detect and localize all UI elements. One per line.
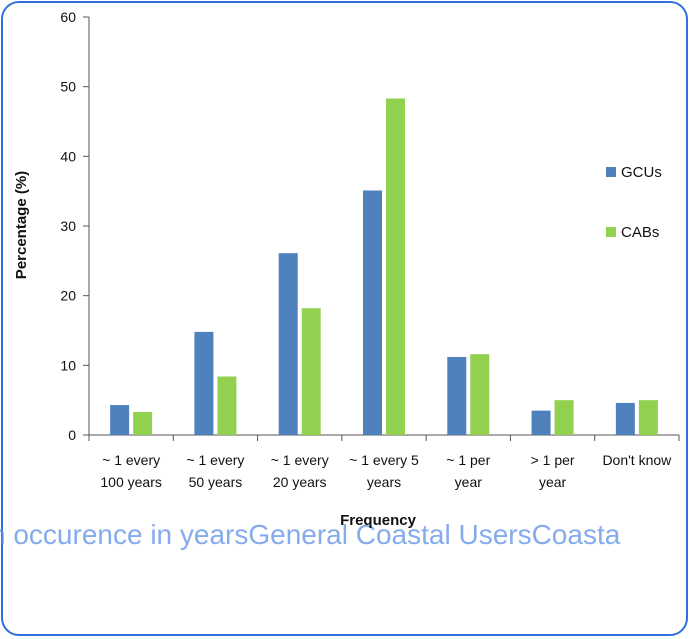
y-axis-title: Percentage (%) <box>13 171 30 279</box>
y-tick-label: 10 <box>60 357 76 373</box>
chart-bars <box>110 98 658 435</box>
x-tick-label: 50 years <box>189 474 243 490</box>
y-tick-label: 30 <box>60 218 76 234</box>
bar-gcus-4 <box>447 356 467 435</box>
bar-gcus-5 <box>531 410 551 435</box>
x-tick-labels: ~ 1 every 100 years ~ 1 every 50 years ~ 1 e… <box>100 452 672 490</box>
x-tick-label: 100 years <box>100 474 161 490</box>
y-tick-label: 0 <box>68 427 76 443</box>
legend-swatch-gcus <box>606 167 616 177</box>
bar-cabs-1 <box>217 376 237 435</box>
y-tick-label: 50 <box>60 79 76 95</box>
legend-label-gcus: GCUs <box>621 164 662 181</box>
overlay-caption-text: n occurence in yearsGeneral Coastal User… <box>0 519 621 550</box>
legend-label-cabs: CABs <box>621 224 659 241</box>
x-tick-label: ~ 1 per <box>446 452 490 468</box>
x-tick-label: > 1 per <box>531 452 575 468</box>
chart-legend: GCUs CABs <box>606 164 662 241</box>
x-axis-title: Frequency <box>340 512 417 529</box>
x-tick-label: ~ 1 every 5 <box>349 452 419 468</box>
bar-cabs-5 <box>554 400 574 435</box>
x-tick-label: 20 years <box>273 474 327 490</box>
x-tick-label: ~ 1 every <box>186 452 244 468</box>
bar-cabs-4 <box>470 354 490 435</box>
bar-cabs-3 <box>386 98 405 435</box>
bar-gcus-0 <box>110 405 130 435</box>
bar-gcus-3 <box>363 190 382 435</box>
bar-cabs-6 <box>638 400 658 435</box>
x-tick-label: ~ 1 every <box>102 452 160 468</box>
chart-axes <box>83 16 680 441</box>
y-tick-label: 40 <box>60 148 76 164</box>
x-tick-label: years <box>367 474 401 490</box>
x-tick-label: year <box>539 474 567 490</box>
bar-gcus-2 <box>278 253 298 435</box>
bar-gcus-6 <box>615 402 635 435</box>
y-tick-label: 60 <box>60 9 76 25</box>
bar-cabs-0 <box>133 412 153 435</box>
legend-swatch-cabs <box>606 227 616 237</box>
y-tick-label: 20 <box>60 288 76 304</box>
x-tick-label: Don't know <box>602 452 672 468</box>
x-tick-label: year <box>455 474 483 490</box>
y-tick-labels: 0 10 20 30 40 50 60 <box>60 9 76 443</box>
x-tick-label: ~ 1 every <box>271 452 329 468</box>
bar-cabs-2 <box>301 308 321 435</box>
bar-gcus-1 <box>194 331 214 435</box>
